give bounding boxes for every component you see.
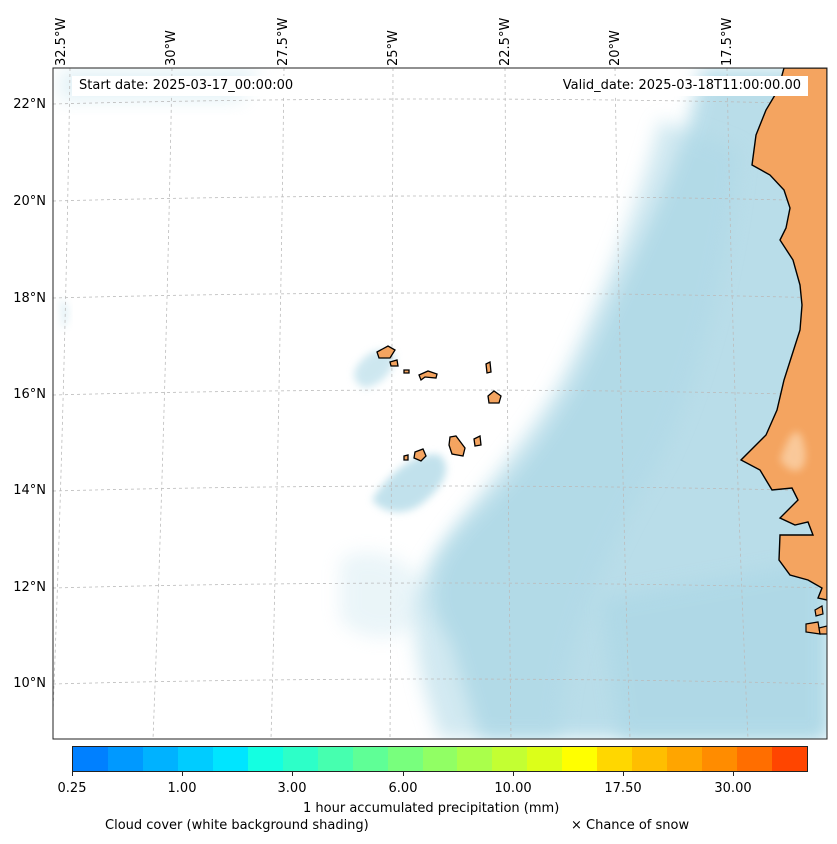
lon-label: 22.5°W [498,17,513,66]
lon-label: 32.5°W [54,17,69,66]
colorbar-segment [457,747,493,771]
colorbar-title: 1 hour accumulated precipitation (mm) [303,801,560,816]
lon-label: 20°W [608,30,623,66]
lat-label: 12°N [13,580,46,595]
snow-chance-note: × Chance of snow [571,818,690,833]
colorbar-segment [527,747,563,771]
lat-label: 10°N [13,676,46,691]
colorbar-segment [282,747,318,771]
colorbar-segment [142,747,178,771]
africa-coast [739,68,827,635]
lat-label: 22°N [13,97,46,112]
colorbar-segment [632,747,668,771]
colorbar-tick-label: 1.00 [167,781,197,796]
lon-label: 27.5°W [276,17,291,66]
colorbar-segment [317,747,353,771]
colorbar-tick-label: 30.00 [714,781,752,796]
island-sao-nicolau [418,370,438,382]
colorbar-segment [702,747,738,771]
lat-label: 20°N [13,194,46,209]
valid-date-label: Valid_date: 2025-03-18T11:00:00.00 [555,76,808,96]
island-santiago [448,435,466,457]
island-brava [403,454,409,461]
colorbar-tick-label: 17.50 [604,781,642,796]
island-fogo [413,448,427,462]
colorbar-segment [597,747,633,771]
colorbar-segment [772,747,808,771]
colorbar-segment [562,747,598,771]
colorbar-segment [73,747,108,771]
colorbar-segment [107,747,143,771]
colorbar-segment [212,747,248,771]
cloud-cover-note: Cloud cover (white background shading) [105,818,369,833]
colorbar-segment [492,747,528,771]
lon-label: 17.5°W [720,17,735,66]
island-boa-vista [487,390,502,404]
island-maio [473,435,482,447]
cape-verde-islands [376,345,502,462]
colorbar-tick-label: 0.25 [57,781,87,796]
colorbar-segment [177,747,213,771]
colorbar-segment [247,747,283,771]
lat-label: 16°N [13,387,46,402]
lat-label: 18°N [13,291,46,306]
colorbar-tick-label: 10.00 [494,781,532,796]
island-sao-vicente [389,359,399,367]
colorbar-segment [352,747,388,771]
colorbar-segment [737,747,773,771]
precipitation-colorbar [72,746,808,772]
colorbar-tick-label: 6.00 [388,781,418,796]
lon-label: 25°W [386,30,401,66]
colorbar-segment [387,747,423,771]
island-santo-antao [376,345,396,359]
graticule [53,68,827,739]
map-frame [52,67,828,740]
lat-label: 14°N [13,483,46,498]
lon-label: 30°W [164,30,179,66]
start-date-label: Start date: 2025-03-17_00:00:00 [72,76,301,96]
island-santa-luzia [403,369,410,374]
colorbar-segment [422,747,458,771]
island-sal [485,360,492,374]
colorbar-tick-label: 3.00 [277,781,307,796]
colorbar-segment [667,747,703,771]
